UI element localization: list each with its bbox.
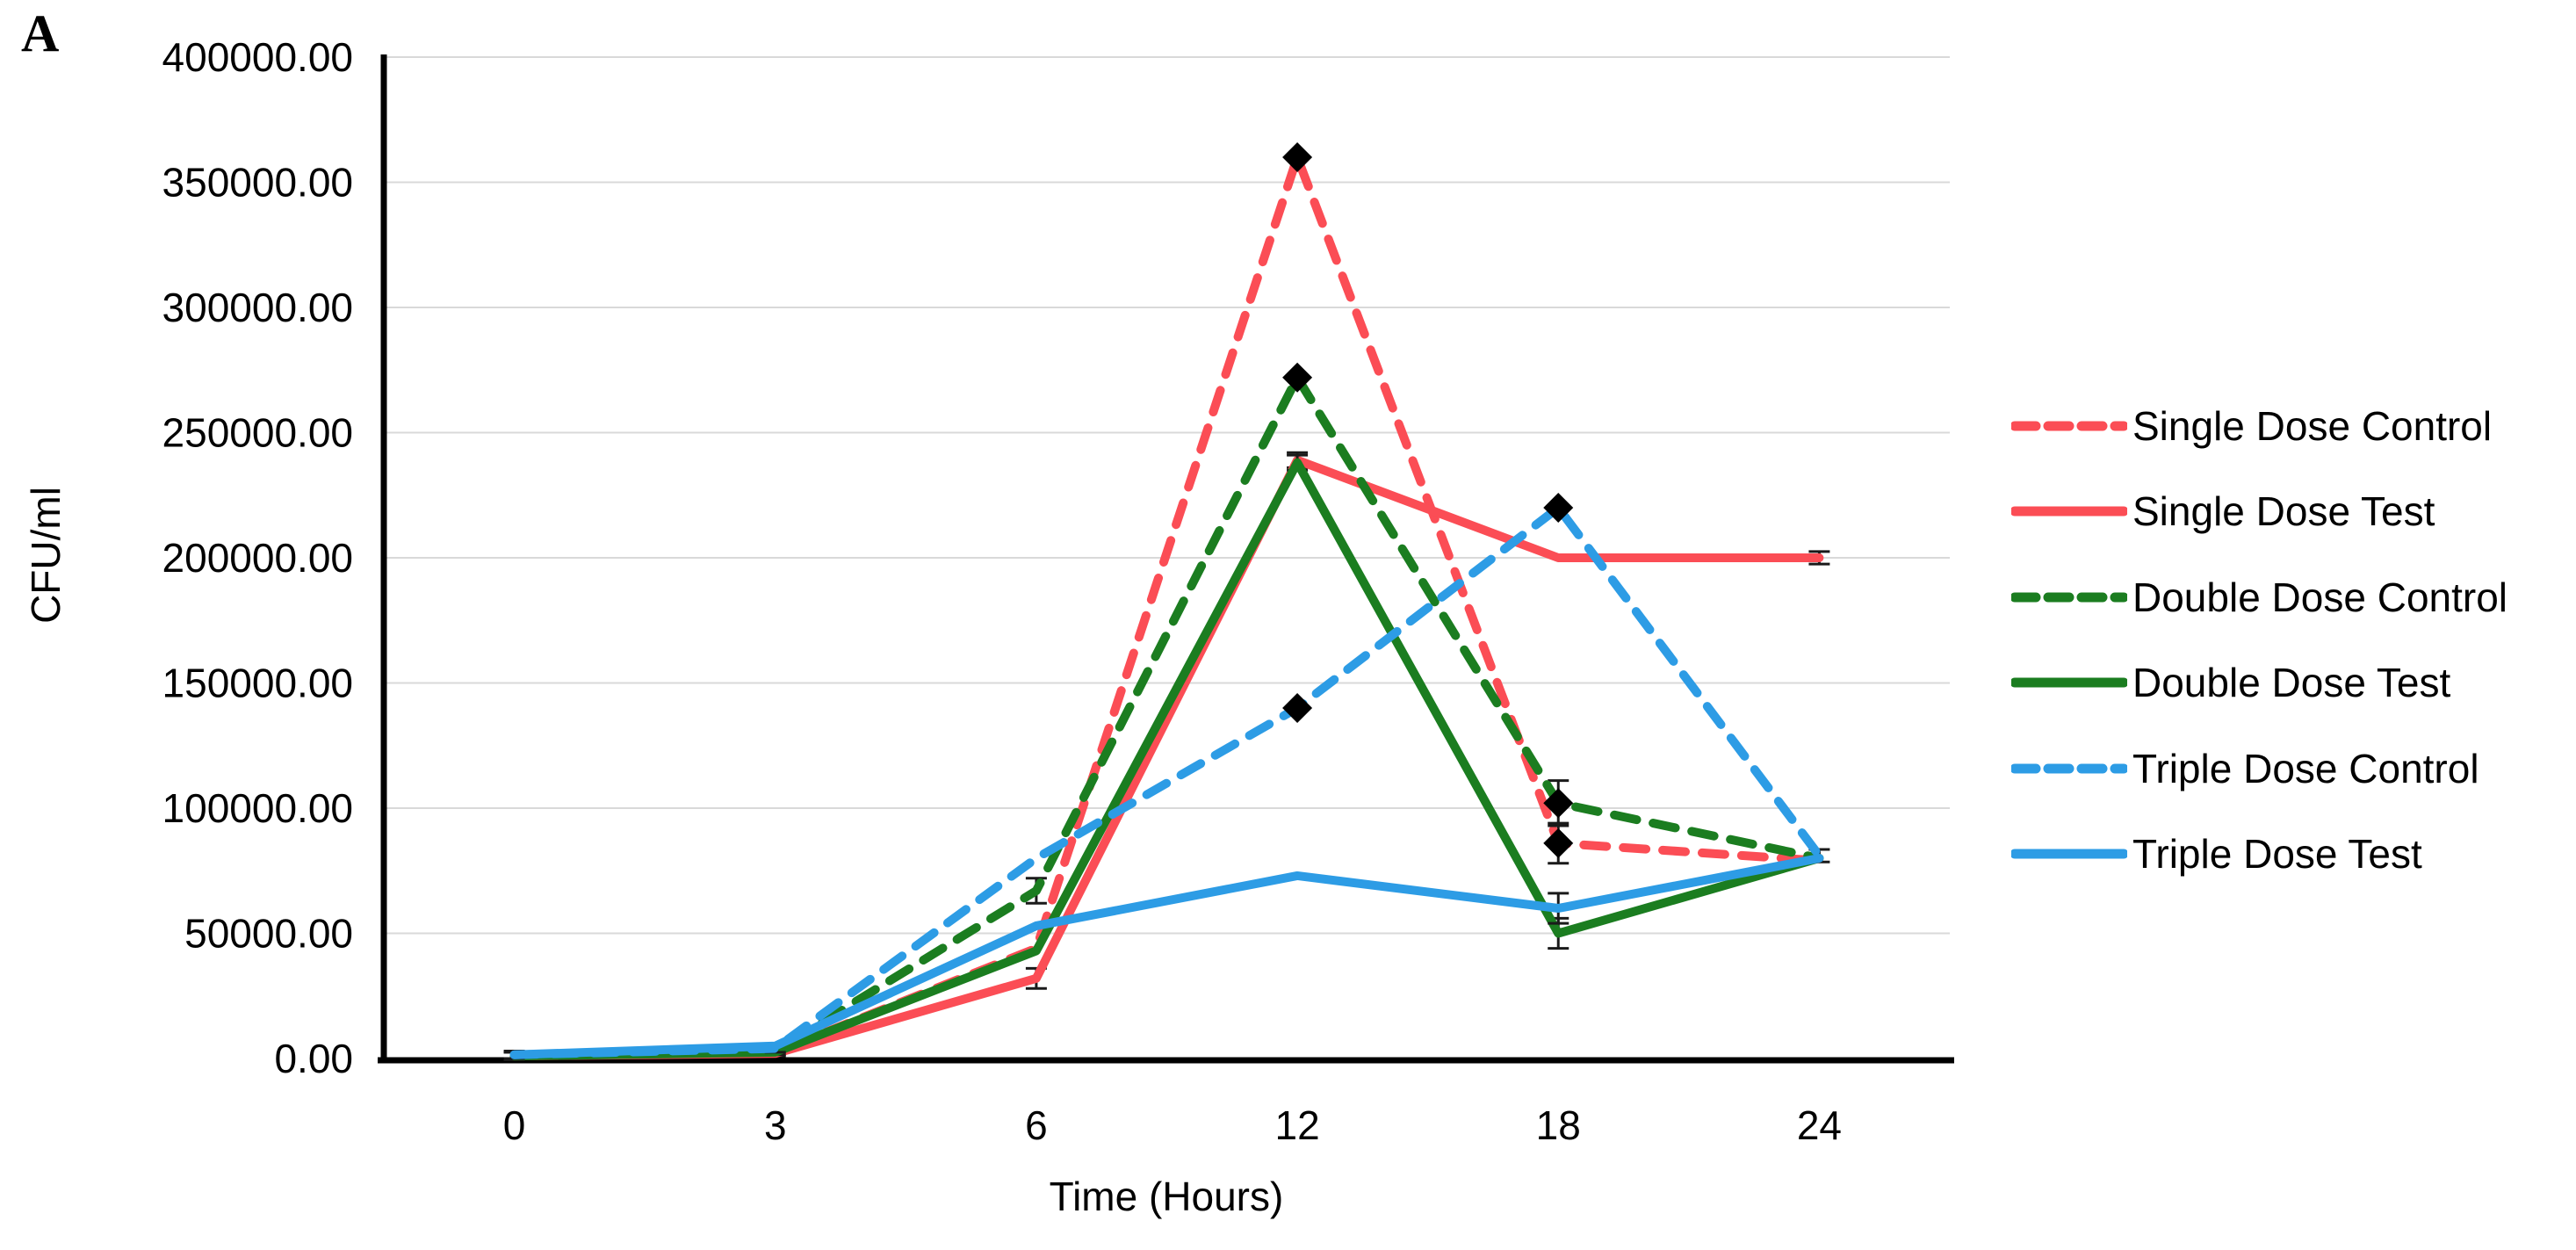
legend-item-double-dose-control: Double Dose Control: [2011, 554, 2507, 640]
significance-diamond-marker: [1543, 493, 1574, 523]
legend-label: Double Dose Control: [2132, 574, 2508, 620]
legend-label: Triple Dose Test: [2132, 831, 2422, 878]
series-line-single-dose-control: [509, 153, 1824, 1061]
y-axis-title: CFU/ml: [23, 487, 69, 624]
x-tick-label: 24: [1797, 1102, 1842, 1148]
legend-item-single-dose-control: Single Dose Control: [2011, 383, 2507, 469]
significance-diamond-marker: [1282, 142, 1313, 172]
legend-swatch-dashed: [2011, 763, 2127, 774]
legend-label: Single Dose Control: [2132, 402, 2493, 449]
y-tick-label: 400000.00: [162, 34, 353, 80]
legend-label: Triple Dose Control: [2132, 745, 2479, 791]
legend-item-single-dose-test: Single Dose Test: [2011, 469, 2507, 555]
chart-legend: Single Dose Control Single Dose Test Doubl…: [2011, 383, 2507, 897]
legend-swatch-dashed: [2011, 421, 2127, 431]
panel-label: A: [21, 4, 60, 62]
legend-item-double-dose-test: Double Dose Test: [2011, 640, 2507, 726]
y-tick-label: 0.00: [274, 1036, 353, 1081]
significance-diamond-marker: [1543, 827, 1574, 858]
significance-diamond-marker: [1543, 788, 1574, 819]
legend-label: Double Dose Test: [2132, 660, 2451, 706]
significance-diamond-marker: [1282, 693, 1313, 723]
x-axis-title: Time (Hours): [1049, 1174, 1284, 1219]
legend-swatch-solid: [2011, 849, 2127, 859]
legend-label: Single Dose Test: [2132, 488, 2435, 535]
x-tick-label: 18: [1536, 1102, 1581, 1148]
y-tick-label: 300000.00: [162, 285, 353, 330]
x-tick-label: 3: [764, 1102, 787, 1148]
legend-swatch-dashed: [2011, 592, 2127, 603]
y-tick-label: 250000.00: [162, 410, 353, 456]
x-tick-label: 6: [1025, 1102, 1048, 1148]
series-line-triple-dose-test: [509, 854, 1824, 1059]
legend-item-triple-dose-control: Triple Dose Control: [2011, 726, 2507, 812]
y-tick-label: 350000.00: [162, 160, 353, 206]
y-tick-label: 200000.00: [162, 535, 353, 581]
significance-diamond-marker: [1282, 362, 1313, 393]
series-line-triple-dose-control: [509, 503, 1824, 1059]
legend-swatch-solid: [2011, 506, 2127, 517]
x-tick-label: 12: [1274, 1102, 1319, 1148]
y-tick-label: 150000.00: [162, 661, 353, 706]
y-tick-label: 100000.00: [162, 785, 353, 831]
legend-item-triple-dose-test: Triple Dose Test: [2011, 812, 2507, 898]
x-tick-label: 0: [503, 1102, 526, 1148]
y-tick-label: 50000.00: [184, 911, 353, 957]
legend-swatch-solid: [2011, 677, 2127, 688]
